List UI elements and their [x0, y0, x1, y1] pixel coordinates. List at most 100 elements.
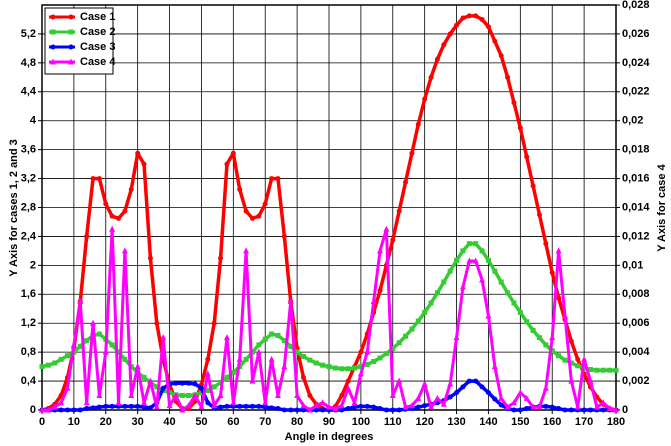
marker	[96, 176, 102, 182]
y-tick-label: 0,4	[21, 375, 37, 387]
marker	[492, 396, 498, 402]
marker	[243, 208, 249, 214]
marker	[536, 335, 542, 341]
marker	[441, 42, 447, 48]
marker	[109, 403, 115, 409]
marker	[223, 334, 230, 341]
marker	[377, 355, 383, 361]
x-tick-label: 0	[39, 416, 45, 428]
x-tick-label: 60	[227, 416, 239, 428]
y2-tick-label: 0,018	[622, 144, 650, 156]
marker	[339, 366, 345, 372]
marker	[262, 404, 268, 410]
marker	[116, 215, 122, 221]
marker	[473, 241, 479, 247]
marker	[230, 369, 236, 375]
marker	[498, 402, 504, 408]
marker	[128, 392, 135, 399]
marker	[50, 14, 56, 20]
marker	[345, 384, 352, 391]
marker	[562, 407, 568, 413]
marker	[587, 377, 594, 384]
x-tick-label: 100	[352, 416, 370, 428]
marker	[141, 404, 147, 410]
marker	[218, 255, 224, 261]
marker	[141, 399, 148, 406]
marker	[530, 403, 537, 410]
marker	[542, 384, 549, 391]
marker	[415, 394, 422, 401]
x-tick-label: 30	[132, 416, 144, 428]
marker	[422, 403, 428, 409]
marker	[338, 402, 345, 409]
legend: Case 1 Case 2 Case 3 Case 4	[44, 7, 116, 75]
marker	[581, 355, 588, 362]
marker	[491, 363, 498, 370]
marker	[345, 406, 351, 412]
marker	[122, 208, 128, 214]
y-tick-label: 2,8	[21, 201, 36, 213]
marker	[428, 403, 435, 410]
marker	[115, 399, 122, 406]
marker	[479, 16, 485, 22]
marker	[249, 377, 256, 384]
marker	[205, 387, 211, 393]
marker	[243, 356, 249, 362]
marker	[536, 212, 542, 218]
marker	[237, 403, 243, 409]
marker	[217, 392, 224, 399]
marker	[300, 374, 306, 380]
marker	[141, 161, 147, 167]
marker	[383, 351, 389, 357]
marker	[192, 381, 198, 387]
marker	[281, 338, 287, 344]
marker	[549, 334, 556, 341]
marker	[543, 241, 549, 247]
legend-label: Case 1	[80, 11, 115, 23]
marker	[269, 405, 275, 411]
marker	[332, 405, 339, 412]
marker	[479, 276, 486, 283]
x-tick-label: 90	[323, 416, 335, 428]
marker	[459, 283, 466, 290]
marker	[517, 389, 524, 396]
marker	[536, 403, 543, 410]
marker	[485, 257, 491, 263]
marker	[561, 312, 568, 319]
marker	[517, 125, 523, 131]
marker	[358, 403, 364, 409]
marker	[307, 357, 313, 363]
marker	[186, 393, 192, 399]
marker	[613, 406, 619, 413]
marker	[255, 348, 262, 355]
marker	[454, 257, 460, 263]
marker	[179, 406, 186, 413]
marker	[274, 392, 281, 399]
marker	[345, 378, 351, 384]
marker	[179, 393, 185, 399]
marker	[326, 364, 332, 370]
y-tick-label: 1,6	[21, 288, 36, 300]
marker	[607, 367, 613, 373]
marker	[90, 176, 96, 182]
marker	[485, 312, 492, 319]
y2-tick-label: 0,012	[622, 230, 650, 242]
marker	[556, 295, 562, 301]
marker	[186, 380, 192, 386]
marker	[370, 298, 377, 305]
marker	[224, 161, 230, 167]
marker	[383, 225, 390, 232]
marker	[575, 363, 581, 369]
marker	[383, 407, 389, 413]
marker	[422, 309, 428, 315]
marker	[511, 300, 517, 306]
marker	[485, 24, 491, 30]
marker	[549, 348, 555, 354]
marker	[371, 404, 377, 410]
marker	[511, 100, 517, 106]
marker	[68, 14, 74, 20]
marker	[262, 336, 268, 342]
marker	[230, 150, 236, 156]
marker	[524, 154, 530, 160]
marker	[421, 380, 428, 387]
